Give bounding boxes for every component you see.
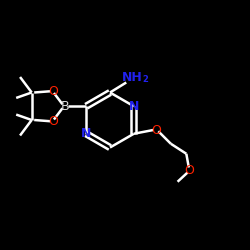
Text: N: N — [129, 100, 139, 113]
Text: B: B — [60, 100, 69, 113]
Text: O: O — [184, 164, 194, 176]
Text: 2: 2 — [142, 75, 148, 84]
Text: NH: NH — [122, 71, 143, 84]
Text: O: O — [48, 85, 58, 98]
Text: N: N — [81, 127, 91, 140]
Text: O: O — [151, 124, 161, 136]
Text: O: O — [48, 115, 58, 128]
